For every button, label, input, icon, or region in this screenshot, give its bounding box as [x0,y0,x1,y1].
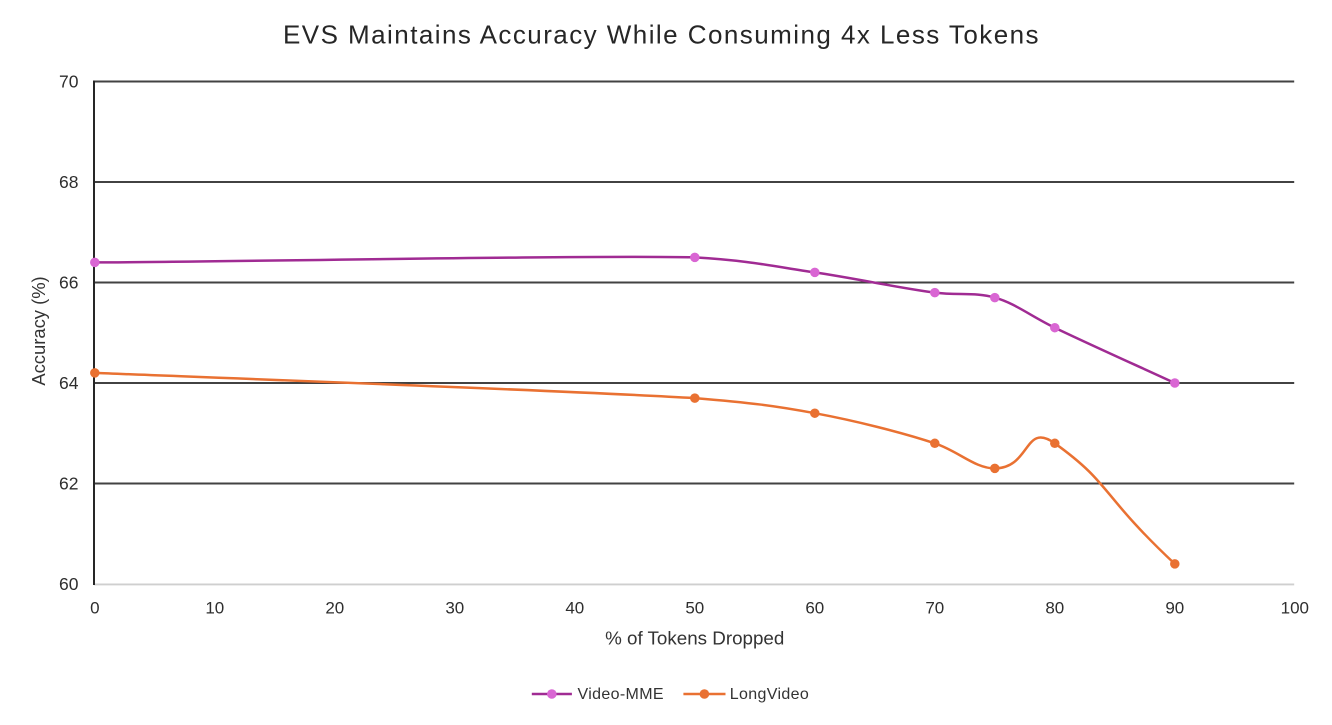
svg-text:% of Tokens Dropped: % of Tokens Dropped [605,628,784,649]
svg-text:20: 20 [325,599,344,618]
svg-text:66: 66 [59,273,78,293]
svg-text:80: 80 [1045,599,1064,618]
svg-text:70: 70 [925,599,944,618]
svg-text:64: 64 [59,373,79,393]
svg-text:68: 68 [59,172,78,192]
svg-text:0: 0 [90,599,99,618]
svg-text:Video-MME: Video-MME [578,686,664,703]
svg-text:100: 100 [1281,599,1309,618]
svg-text:60: 60 [805,599,824,618]
svg-text:50: 50 [685,599,704,618]
svg-text:40: 40 [565,599,584,618]
svg-text:Accuracy (%): Accuracy (%) [28,276,49,385]
svg-text:60: 60 [59,574,79,594]
svg-text:EVS Maintains Accuracy While C: EVS Maintains Accuracy While Consuming 4… [283,20,1040,50]
svg-text:LongVideo: LongVideo [730,686,809,703]
svg-text:10: 10 [205,599,224,618]
svg-text:30: 30 [445,599,464,618]
svg-text:62: 62 [59,474,78,494]
svg-text:70: 70 [59,72,79,92]
svg-text:90: 90 [1165,599,1184,618]
